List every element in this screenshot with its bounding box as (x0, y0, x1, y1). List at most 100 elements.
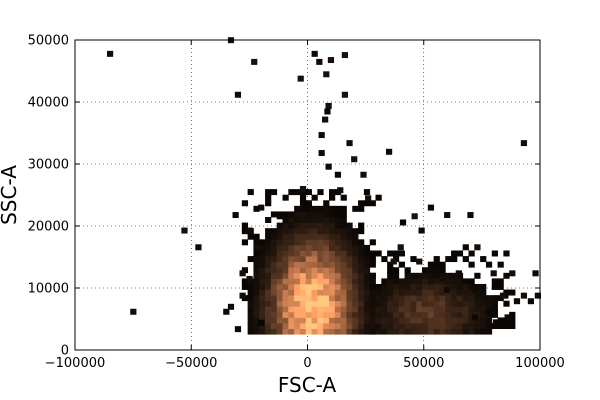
density-bin (317, 283, 324, 290)
density-bin (276, 233, 283, 240)
density-bin (288, 250, 295, 257)
density-bin (363, 317, 371, 324)
density-bin (334, 278, 342, 285)
density-bin (480, 283, 487, 290)
density-bin (334, 222, 342, 229)
density-bin (352, 323, 359, 330)
density-bin (253, 323, 260, 330)
density-bin (288, 328, 295, 335)
density-bin (294, 233, 301, 240)
density-bin (288, 300, 295, 307)
density-bin (527, 298, 535, 305)
density-bin (265, 189, 272, 196)
density-bin (433, 300, 440, 307)
density-bin (259, 261, 266, 268)
density-bin (288, 295, 295, 302)
density-bin (299, 250, 307, 257)
density-bin (369, 300, 376, 307)
density-bin (265, 244, 272, 251)
density-bin (451, 295, 458, 302)
density-bin (247, 306, 254, 313)
density-bin (404, 306, 411, 313)
density-bin (294, 311, 301, 318)
density-bin (294, 295, 301, 302)
density-bin (352, 300, 359, 307)
density-bin (317, 295, 324, 302)
density-bin (259, 323, 266, 330)
density-bin (323, 261, 330, 268)
density-bin (410, 300, 417, 307)
density-bin (317, 261, 324, 268)
density-bin (422, 295, 429, 302)
density-bin (282, 295, 289, 302)
density-bin (427, 295, 435, 302)
density-bin (311, 300, 318, 307)
density-bin (346, 228, 353, 235)
density-bin (462, 306, 469, 313)
density-bin (259, 239, 266, 246)
density-bin (318, 150, 325, 157)
density-bin (369, 328, 376, 335)
density-bin (410, 311, 417, 318)
density-bin (451, 272, 458, 279)
x-axis-ticks: −100000 −50000 0 50000 100000 (45, 40, 565, 371)
density-bin (329, 222, 336, 229)
density-bin (358, 261, 365, 268)
density-bin (232, 212, 239, 219)
density-bin (282, 278, 289, 285)
density-bin (427, 317, 435, 324)
density-bin (247, 295, 254, 302)
density-bin (323, 244, 330, 251)
density-bin (387, 261, 394, 268)
density-bin (253, 328, 260, 335)
density-bin (327, 57, 335, 64)
density-bin (334, 295, 342, 302)
density-bin (251, 58, 258, 65)
density-bin (294, 323, 301, 330)
density-bin (247, 317, 254, 324)
density-bin (346, 300, 353, 307)
density-bin (427, 272, 435, 279)
density-bin (340, 300, 347, 307)
density-bin (311, 244, 318, 251)
density-bin (340, 228, 347, 235)
density-bin (497, 317, 504, 324)
density-bin (311, 205, 318, 212)
density-bin (294, 189, 301, 196)
density-bin (259, 267, 266, 274)
density-bin (358, 317, 365, 324)
density-bin (499, 292, 507, 299)
density-bin (305, 289, 312, 296)
density-bin (468, 261, 475, 268)
density-bin (305, 278, 312, 285)
density-bin (490, 270, 497, 277)
density-bin (358, 278, 365, 285)
density-bin (422, 311, 429, 318)
density-bin (265, 323, 272, 330)
density-bin (305, 233, 312, 240)
density-bin (491, 311, 498, 318)
density-bin (398, 261, 405, 268)
density-bin (259, 306, 266, 313)
density-bin (416, 328, 423, 335)
density-bin (352, 244, 359, 251)
density-bin (276, 244, 283, 251)
density-bin (317, 300, 324, 307)
density-bin (323, 222, 330, 229)
density-bin (340, 244, 347, 251)
density-bin (358, 256, 365, 263)
density-bin (375, 283, 382, 290)
density-bin (253, 300, 260, 307)
density-bin (317, 222, 324, 229)
density-bin (265, 239, 272, 246)
density-bin (270, 272, 278, 279)
density-bin (276, 250, 283, 257)
density-bin (317, 211, 324, 218)
density-bin (282, 317, 289, 324)
density-bin (282, 267, 289, 274)
density-bin (433, 328, 440, 335)
density-bin (410, 306, 417, 313)
density-bin (387, 328, 394, 335)
density-bin (325, 102, 332, 109)
density-bin (369, 323, 376, 330)
